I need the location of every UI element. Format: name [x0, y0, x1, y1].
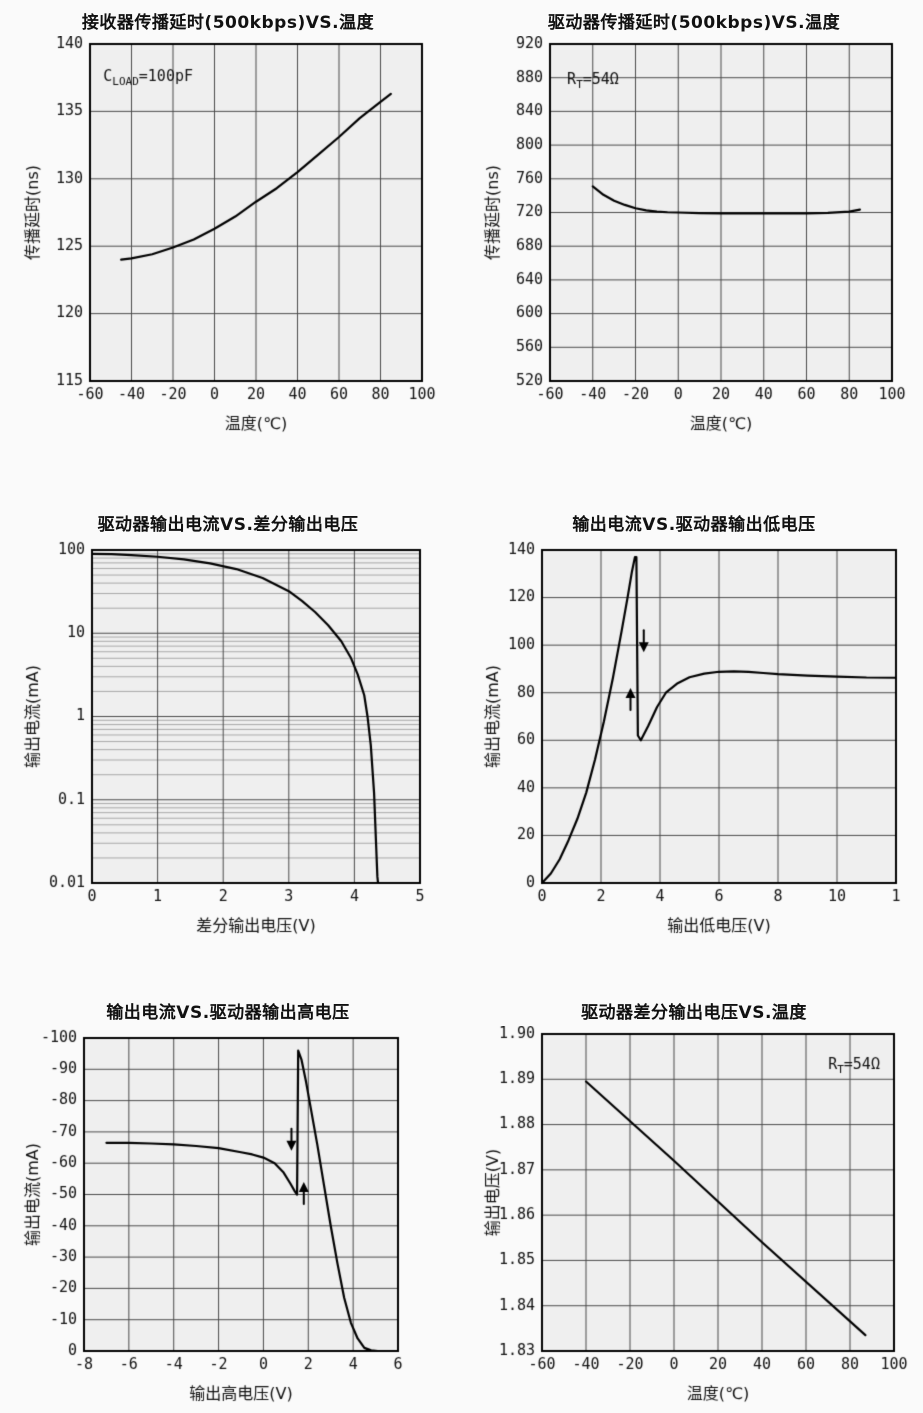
chart-output-current-vs-output-low-voltage: 输出电流VS.驱动器输出低电压 [478, 512, 910, 943]
plot-canvas [18, 36, 438, 441]
chart-output-current-vs-output-high-voltage: 输出电流VS.驱动器输出高电压 [18, 1000, 438, 1411]
chart-driver-output-current-vs-differential-voltage: 驱动器输出电流VS.差分输出电压 [18, 512, 438, 943]
chart-driver-propagation-delay: 驱动器传播延时(500kbps)VS.温度 [478, 10, 910, 441]
chart-receiver-propagation-delay: 接收器传播延时(500kbps)VS.温度 [18, 10, 438, 441]
plot-canvas [478, 1026, 910, 1411]
chart-title: 驱动器差分输出电压VS.温度 [581, 1003, 807, 1023]
chart-title: 输出电流VS.驱动器输出高电压 [106, 1003, 350, 1023]
plot-canvas [478, 36, 910, 441]
plot-canvas [18, 538, 438, 943]
chart-title: 输出电流VS.驱动器输出低电压 [572, 515, 816, 535]
chart-title: 接收器传播延时(500kbps)VS.温度 [81, 13, 375, 33]
chart-title: 驱动器输出电流VS.差分输出电压 [97, 515, 359, 535]
chart-driver-differential-output-voltage-vs-temperature: 驱动器差分输出电压VS.温度 [478, 1000, 910, 1411]
plot-canvas [18, 1026, 438, 1411]
plot-canvas [478, 538, 910, 943]
chart-title: 驱动器传播延时(500kbps)VS.温度 [547, 13, 841, 33]
